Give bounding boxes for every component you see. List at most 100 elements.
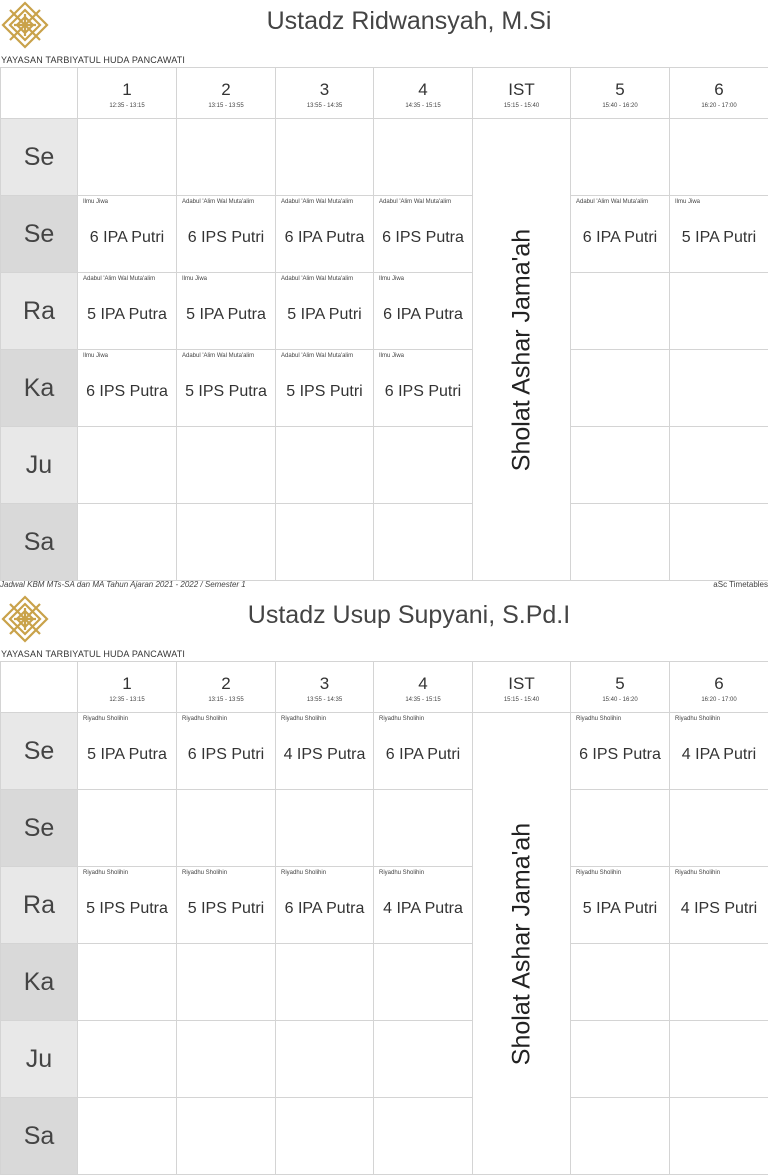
lesson-cell[interactable] bbox=[177, 504, 276, 581]
crest-logo bbox=[0, 594, 50, 644]
lesson-cell[interactable] bbox=[78, 119, 177, 196]
lesson-cell[interactable] bbox=[78, 427, 177, 504]
class-name: 5 IPA Putra bbox=[177, 297, 275, 325]
lesson-cell[interactable] bbox=[670, 790, 768, 867]
lesson-cell[interactable] bbox=[177, 944, 276, 1021]
lesson-cell[interactable] bbox=[670, 350, 768, 427]
lesson-cell[interactable]: Adabul 'Alim Wal Muta'alim 5 IPA Putri bbox=[276, 273, 374, 350]
lesson-cell[interactable] bbox=[670, 119, 768, 196]
subject-name: Riyadhu Sholihin bbox=[675, 870, 720, 876]
lesson-cell[interactable] bbox=[571, 944, 670, 1021]
period-number: 6 bbox=[670, 81, 768, 99]
subject-name: Ilmu Jiwa bbox=[379, 353, 404, 359]
lesson-cell[interactable] bbox=[670, 1098, 768, 1175]
lesson-cell[interactable] bbox=[670, 504, 768, 581]
class-name: 5 IPA Putri bbox=[276, 297, 373, 325]
lesson-cell[interactable] bbox=[78, 1098, 177, 1175]
subject-name: Ilmu Jiwa bbox=[83, 199, 108, 205]
lesson-cell[interactable] bbox=[177, 427, 276, 504]
lesson-cell[interactable] bbox=[571, 1098, 670, 1175]
lesson-cell[interactable] bbox=[78, 504, 177, 581]
lesson-cell[interactable] bbox=[374, 427, 473, 504]
lesson-cell[interactable] bbox=[670, 944, 768, 1021]
lesson-cell[interactable] bbox=[571, 504, 670, 581]
lesson-cell[interactable] bbox=[276, 1021, 374, 1098]
lesson-cell[interactable] bbox=[276, 1098, 374, 1175]
lesson-cell[interactable] bbox=[276, 504, 374, 581]
subject-name: Ilmu Jiwa bbox=[379, 276, 404, 282]
lesson-cell[interactable] bbox=[571, 273, 670, 350]
teacher-name: Ustadz Usup Supyani, S.Pd.I bbox=[50, 601, 768, 630]
lesson-cell[interactable] bbox=[670, 1021, 768, 1098]
period-number: 6 bbox=[670, 675, 768, 693]
class-name: 4 IPA Putra bbox=[374, 891, 472, 919]
lesson-cell[interactable] bbox=[177, 790, 276, 867]
lesson-cell[interactable] bbox=[374, 504, 473, 581]
day-label: Sa bbox=[1, 504, 78, 581]
lesson-cell[interactable] bbox=[276, 790, 374, 867]
lesson-cell[interactable] bbox=[374, 790, 473, 867]
period-time: 15:40 - 16:20 bbox=[571, 697, 669, 703]
lesson-cell[interactable] bbox=[177, 119, 276, 196]
lesson-cell[interactable] bbox=[571, 1021, 670, 1098]
lesson-cell[interactable] bbox=[78, 1021, 177, 1098]
lesson-cell[interactable] bbox=[670, 427, 768, 504]
lesson-cell[interactable] bbox=[374, 944, 473, 1021]
class-name: 5 IPA Putri bbox=[571, 891, 669, 919]
lesson-cell[interactable] bbox=[276, 119, 374, 196]
lesson-cell[interactable] bbox=[177, 1021, 276, 1098]
lesson-cell[interactable] bbox=[571, 790, 670, 867]
lesson-cell[interactable] bbox=[78, 790, 177, 867]
lesson-cell[interactable] bbox=[571, 350, 670, 427]
period-number: 2 bbox=[177, 81, 275, 99]
lesson-cell[interactable] bbox=[276, 427, 374, 504]
period-number: 3 bbox=[276, 81, 373, 99]
break-label: Sholat Ashar Jama'ah bbox=[507, 228, 536, 470]
lesson-cell[interactable] bbox=[374, 1021, 473, 1098]
lesson-cell[interactable] bbox=[374, 119, 473, 196]
period-number: 1 bbox=[78, 81, 176, 99]
lesson-cell[interactable] bbox=[276, 944, 374, 1021]
subject-name: Adabul 'Alim Wal Muta'alim bbox=[281, 276, 353, 282]
lesson-cell[interactable] bbox=[571, 119, 670, 196]
lesson-cell[interactable] bbox=[670, 273, 768, 350]
period-number: 4 bbox=[374, 675, 472, 693]
lesson-cell[interactable] bbox=[374, 1098, 473, 1175]
lesson-cell[interactable] bbox=[571, 427, 670, 504]
lesson-cell[interactable] bbox=[78, 944, 177, 1021]
corner-cell bbox=[1, 68, 78, 119]
lesson-cell[interactable] bbox=[177, 1098, 276, 1175]
day-label: Se bbox=[1, 713, 78, 790]
